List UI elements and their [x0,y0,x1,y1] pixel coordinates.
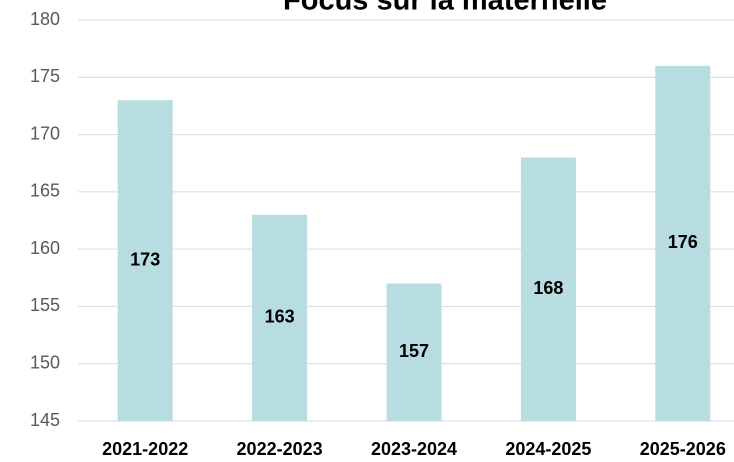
data-label: 163 [265,307,295,327]
y-tick-label: 155 [30,295,60,315]
x-tick-label: 2025-2026 [640,439,726,459]
y-tick-label: 160 [30,238,60,258]
data-label: 173 [130,249,160,269]
y-tick-label: 165 [30,181,60,201]
data-label: 157 [399,341,429,361]
y-tick-label: 150 [30,352,60,372]
x-tick-label: 2021-2022 [102,439,188,459]
x-tick-label: 2024-2025 [505,439,591,459]
bar [655,65,711,421]
data-label: 168 [533,278,563,298]
x-tick-label: 2023-2024 [371,439,457,459]
chart-title: Focus sur la maternelle [283,0,607,17]
x-tick-label: 2022-2023 [237,439,323,459]
bar [520,157,576,421]
data-label: 176 [668,232,698,252]
y-tick-label: 170 [30,123,60,143]
bar [117,100,173,421]
y-tick-label: 145 [30,410,60,430]
y-tick-label: 180 [30,9,60,29]
y-tick-label: 175 [30,66,60,86]
bar [252,214,308,421]
bar [386,283,442,421]
